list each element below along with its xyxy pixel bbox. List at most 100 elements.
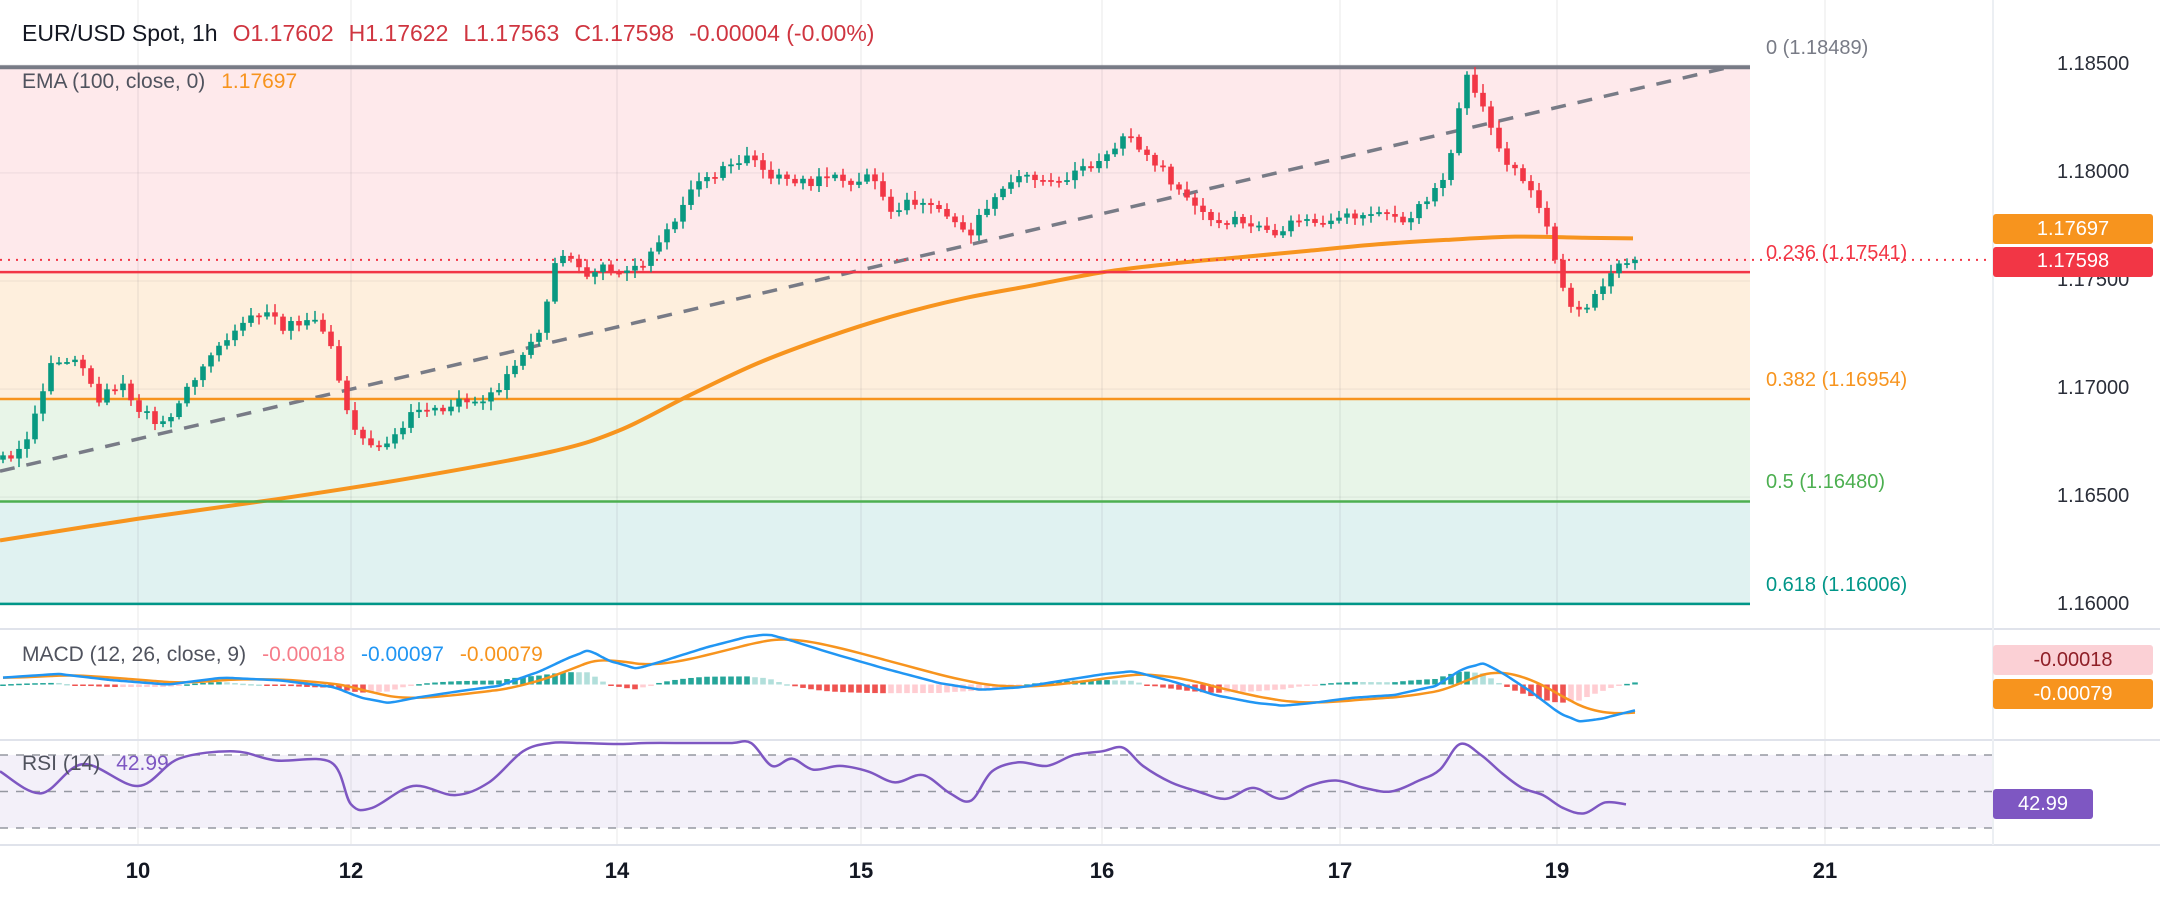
candle	[1544, 207, 1550, 227]
macd-histogram-bar	[32, 683, 38, 685]
candle	[232, 330, 238, 341]
symbol-title[interactable]: EUR/USD Spot, 1h	[22, 20, 218, 46]
macd-histogram-bar	[1512, 684, 1518, 691]
ema-legend-name[interactable]: EMA (100, close, 0)	[22, 70, 206, 93]
candle	[1312, 219, 1318, 223]
macd-histogram-bar	[816, 684, 822, 691]
candle	[896, 210, 902, 213]
price-tick-label[interactable]: 1.16500	[2057, 485, 2130, 508]
macd-histogram-bar	[40, 683, 46, 685]
macd-histogram-bar	[488, 680, 494, 685]
candle	[16, 448, 22, 459]
fib-level-label: 0.5 (1.16480)	[1766, 471, 1885, 494]
macd-histogram-bar	[1136, 682, 1142, 685]
candle	[1632, 259, 1638, 264]
macd-signal-value: -0.00079	[459, 643, 543, 666]
candle	[376, 445, 382, 448]
price-tick-label[interactable]: 1.17000	[2057, 377, 2130, 400]
macd-histogram-bar	[344, 684, 350, 691]
time-axis-label[interactable]: 12	[338, 858, 364, 883]
time-axis-label[interactable]: 19	[1544, 858, 1570, 883]
candle	[944, 208, 950, 217]
macd-histogram-bar	[8, 684, 14, 686]
macd-histogram-bar	[808, 684, 814, 690]
price-tick-label[interactable]: 1.18000	[2057, 160, 2130, 183]
candle	[64, 362, 70, 364]
candle	[1512, 164, 1518, 169]
macd-histogram-bar	[1496, 682, 1502, 685]
macd-histogram-bar	[832, 684, 838, 692]
candle	[224, 340, 230, 346]
rsi-legend-name[interactable]: RSI (14)	[22, 752, 101, 775]
candle	[424, 409, 430, 412]
candle	[936, 205, 942, 209]
macd-histogram-bar	[264, 684, 270, 686]
candle	[1552, 226, 1558, 260]
macd-histogram-bar	[1160, 684, 1166, 688]
time-axis-label[interactable]: 10	[125, 858, 151, 883]
macd-histogram-bar	[824, 684, 830, 692]
macd-histogram-bar	[248, 684, 254, 686]
macd-histogram-bar	[232, 683, 238, 685]
macd-histogram-bar	[1016, 684, 1022, 686]
macd-histogram-bar	[1568, 684, 1574, 702]
candle	[440, 407, 446, 412]
candle	[664, 229, 670, 243]
candle	[88, 368, 94, 384]
macd-histogram-bar	[1432, 678, 1438, 685]
candle	[416, 409, 422, 413]
candle	[1616, 263, 1622, 274]
candle	[384, 443, 390, 448]
candle	[1432, 188, 1438, 202]
candle	[632, 265, 638, 271]
time-axis-label[interactable]: 16	[1089, 858, 1115, 883]
candle	[1040, 180, 1046, 182]
macd-histogram-bar	[952, 684, 958, 692]
macd-histogram-bar	[1320, 683, 1326, 686]
candle	[984, 208, 990, 215]
macd-histogram-bar	[1560, 684, 1566, 703]
candle	[144, 411, 150, 413]
macd-histogram-bar	[176, 684, 182, 686]
macd-histogram-bar	[560, 672, 566, 685]
candle	[736, 163, 742, 166]
candle	[152, 411, 158, 425]
macd-histogram-bar	[1392, 682, 1398, 685]
candle	[696, 181, 702, 190]
macd-histogram-bar	[728, 676, 734, 685]
macd-histogram-bar	[1576, 684, 1582, 701]
macd-histogram-bar	[1360, 682, 1366, 685]
macd-histogram-bar	[224, 682, 230, 685]
candle	[760, 160, 766, 170]
macd-legend-name[interactable]: MACD (12, 26, close, 9)	[22, 643, 247, 666]
macd-histogram-bar	[240, 683, 246, 686]
macd-histogram-bar	[696, 677, 702, 685]
candle	[1024, 174, 1030, 177]
macd-histogram-bar	[1232, 684, 1238, 692]
candle	[1536, 190, 1542, 208]
candle	[792, 178, 798, 184]
fib-band	[0, 501, 1750, 604]
time-axis-label[interactable]: 21	[1812, 858, 1838, 883]
macd-histogram-bar	[688, 677, 694, 685]
macd-histogram-bar	[256, 684, 262, 686]
price-tick-label[interactable]: 1.16000	[2057, 593, 2130, 616]
candle	[576, 258, 582, 268]
macd-histogram-bar	[192, 683, 198, 686]
macd-histogram-bar	[392, 684, 398, 690]
time-axis-label[interactable]: 15	[848, 858, 874, 883]
time-axis-label[interactable]: 17	[1327, 858, 1353, 883]
macd-histogram-bar	[976, 684, 982, 691]
candle	[976, 214, 982, 236]
ohlc-low: L1.17563	[463, 20, 560, 46]
candle	[1112, 148, 1118, 155]
macd-histogram-bar	[56, 682, 62, 685]
macd-histogram-bar	[128, 684, 134, 688]
candle	[856, 181, 862, 185]
macd-histogram-bar	[384, 684, 390, 692]
candle	[928, 202, 934, 206]
price-tick-label[interactable]: 1.18500	[2057, 52, 2130, 75]
time-axis-label[interactable]: 14	[604, 858, 630, 883]
candle	[1064, 180, 1070, 182]
